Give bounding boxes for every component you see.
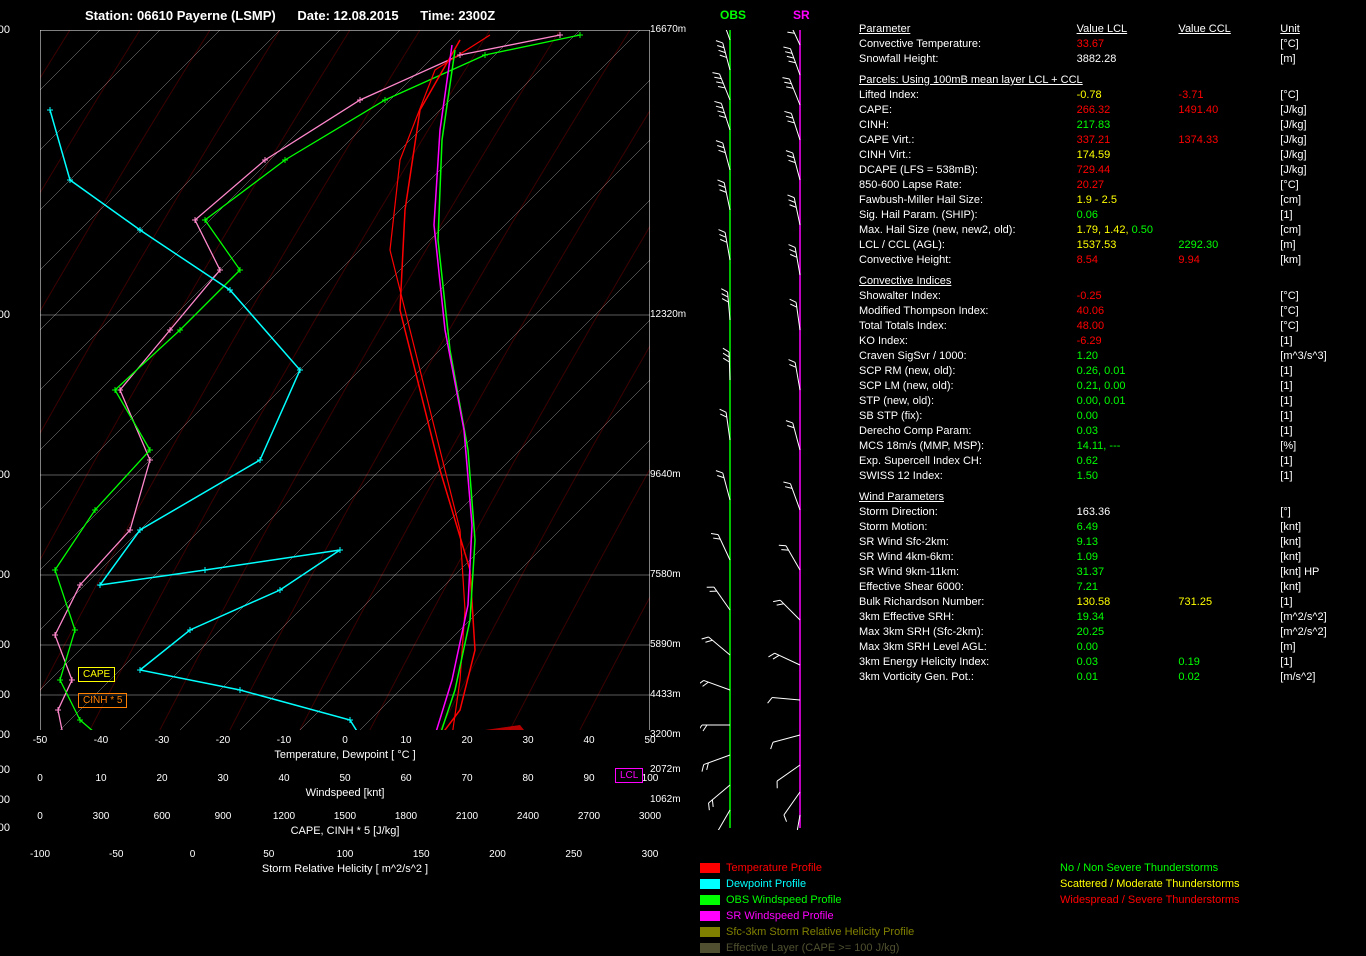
profile-legend: Temperature ProfileDewpoint ProfileOBS W… xyxy=(700,860,914,956)
parameter-table: ParameterValue LCLValue CCLUnitConvectiv… xyxy=(855,22,1355,685)
annotation-cinh: CINH * 5 xyxy=(78,693,127,708)
annotation-cape: CAPE xyxy=(78,667,115,682)
sr-column-label: SR xyxy=(793,8,810,22)
station-label: Station: 06610 Payerne (LSMP) xyxy=(85,8,276,23)
annotation-lcl: LCL xyxy=(615,768,643,783)
skewt-chart xyxy=(40,30,650,730)
date-label: Date: 12.08.2015 xyxy=(297,8,398,23)
time-label: Time: 2300Z xyxy=(420,8,495,23)
obs-column-label: OBS xyxy=(720,8,746,22)
severity-legend: No / Non Severe ThunderstormsScattered /… xyxy=(1060,860,1240,908)
x-axes: -50-40-30-20-1001020304050Temperature, D… xyxy=(40,735,650,887)
wind-barb-columns xyxy=(700,30,840,830)
parameter-panel: ParameterValue LCLValue CCLUnitConvectiv… xyxy=(855,22,1355,685)
chart-header: Station: 06610 Payerne (LSMP) Date: 12.0… xyxy=(85,8,495,23)
